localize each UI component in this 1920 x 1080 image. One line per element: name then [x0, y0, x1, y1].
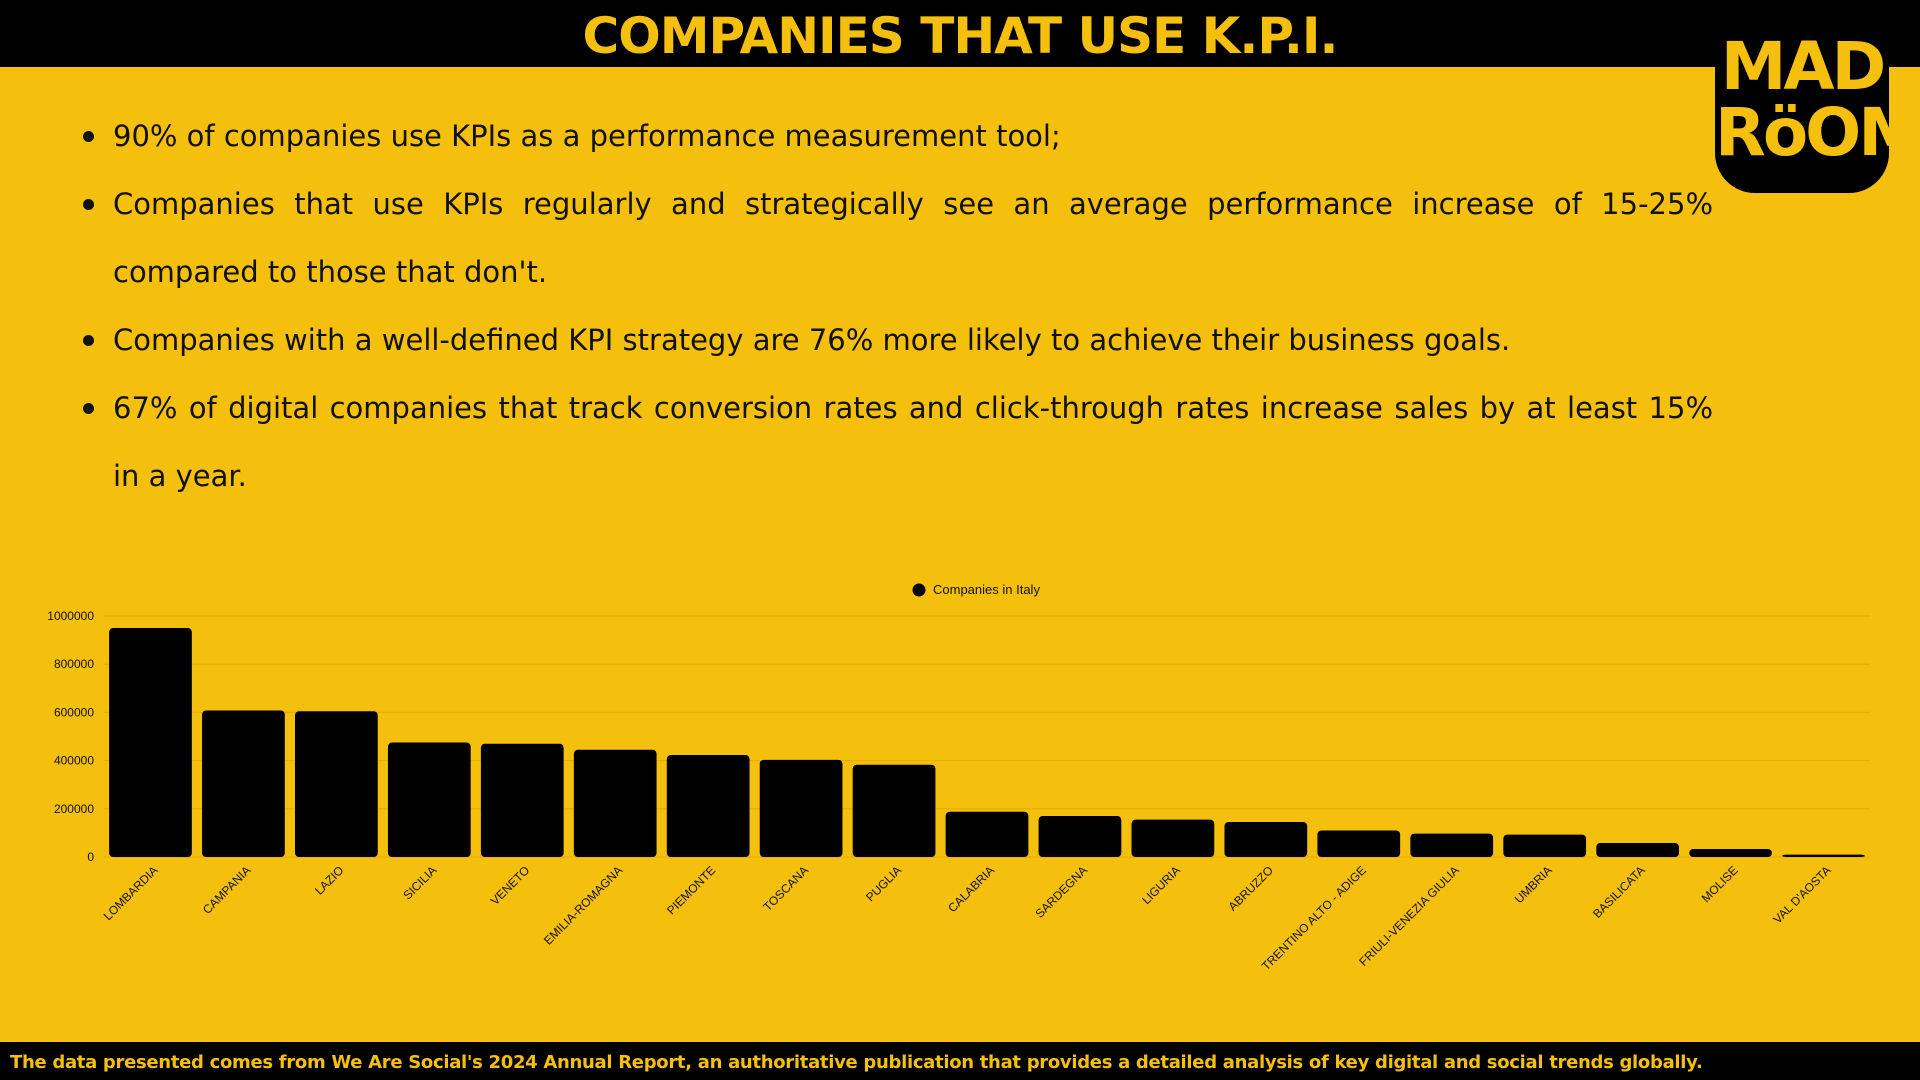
x-tick-label: SICILIA	[400, 863, 439, 902]
x-tick-label: BASILICATA	[1590, 863, 1648, 921]
y-tick-label: 1000000	[47, 609, 94, 623]
bar	[1689, 849, 1772, 857]
logo-text-top: MAD	[1720, 28, 1887, 105]
x-tick-label: PIEMONTE	[664, 863, 718, 917]
y-tick-label: 0	[87, 850, 94, 864]
x-tick-label: VENETO	[488, 863, 533, 908]
bar	[759, 759, 843, 857]
x-tick-label: LOMBARDIA	[101, 863, 161, 923]
bar	[1410, 833, 1494, 857]
title-bar	[0, 0, 1920, 67]
x-tick-label: PUGLIA	[863, 863, 904, 904]
kpi-fact: Companies with a well-defined KPI strate…	[80, 306, 1713, 374]
mad-room-logo: MAD RöOM	[1715, 0, 1920, 193]
x-tick-label: TOSCANA	[760, 863, 811, 914]
x-tick-label: VAL D'AOSTA	[1770, 863, 1833, 926]
y-tick-label: 600000	[54, 705, 94, 719]
legend-label: Companies in Italy	[933, 582, 1040, 597]
x-tick-label: LIGURIA	[1139, 863, 1183, 907]
kpi-facts-list: 90% of companies use KPIs as a performan…	[80, 102, 1713, 510]
bar	[1131, 819, 1215, 857]
bar	[1503, 834, 1587, 857]
x-tick-label: LAZIO	[312, 863, 346, 897]
bar	[480, 743, 564, 857]
bar	[1596, 843, 1679, 857]
x-tick-label: UMBRIA	[1512, 863, 1555, 906]
bar	[1224, 822, 1308, 857]
bar	[666, 755, 750, 857]
bar	[945, 811, 1029, 857]
kpi-fact: 67% of digital companies that track conv…	[80, 374, 1713, 510]
y-tick-label: 200000	[54, 802, 94, 816]
bar	[1038, 816, 1122, 857]
bar	[852, 764, 936, 857]
bar	[109, 628, 192, 857]
logo-text-bottom: RöOM	[1715, 94, 1920, 171]
x-tick-label: CALABRIA	[945, 863, 997, 915]
y-tick-label: 800000	[54, 657, 94, 671]
bar	[295, 711, 378, 857]
x-tick-label: FRIULI-VENEZIA GIULIA	[1356, 863, 1462, 969]
bar	[202, 710, 285, 857]
x-tick-label: ABRUZZO	[1226, 863, 1276, 913]
bar	[1317, 830, 1401, 857]
bar	[1782, 854, 1865, 857]
kpi-fact: Companies that use KPIs regularly and st…	[80, 170, 1713, 306]
x-tick-label: EMILIA-ROMAGNA	[541, 863, 625, 947]
legend-marker	[912, 583, 926, 597]
x-tick-label: CAMPANIA	[200, 863, 254, 917]
footer-bar: The data presented comes from We Are Soc…	[0, 1042, 1920, 1080]
source-note: The data presented comes from We Are Soc…	[10, 1052, 1703, 1073]
x-tick-label: MOLISE	[1699, 863, 1741, 905]
x-tick-label: TRENTINO ALTO - ADIGE	[1259, 863, 1369, 973]
bar	[387, 742, 471, 857]
kpi-fact: 90% of companies use KPIs as a performan…	[80, 102, 1713, 170]
bar	[573, 749, 657, 857]
y-tick-label: 400000	[54, 754, 94, 768]
page-title: COMPANIES THAT USE K.P.I.	[582, 7, 1339, 65]
x-tick-label: SARDEGNA	[1033, 863, 1091, 921]
companies-bar-chart: 0 200000 400000 600000 800000 1000000 Companie…	[47, 582, 1870, 973]
